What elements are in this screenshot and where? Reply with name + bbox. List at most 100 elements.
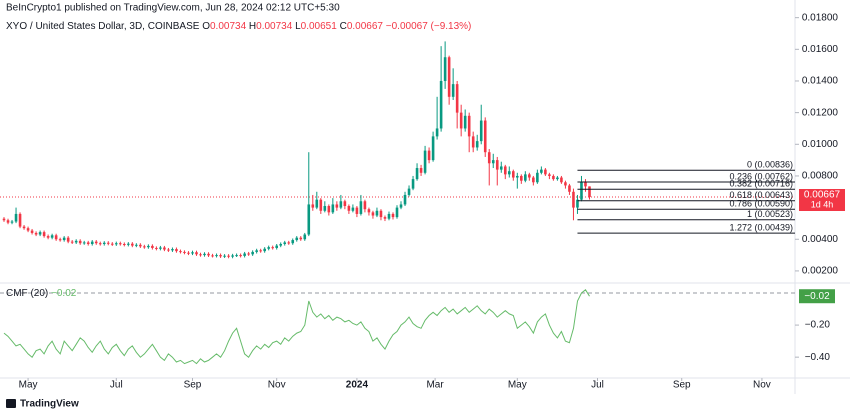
candle-body (207, 253, 210, 256)
candle-body (335, 204, 339, 208)
fib-label: 1 (0.00523) (747, 209, 793, 219)
candle-body (588, 186, 591, 198)
ohlc-value: 0.00651 (301, 21, 338, 32)
candle-body (419, 168, 423, 173)
candle-body (552, 175, 555, 180)
brand-logo: TradingView (6, 399, 79, 410)
candle-body (511, 171, 515, 178)
candle-body (219, 255, 222, 257)
candle-body (70, 241, 74, 243)
ohlc-value: 0.00734 (210, 21, 247, 32)
candle-body (391, 213, 395, 218)
candle-body (191, 252, 194, 254)
candle-body (580, 182, 583, 200)
candle-body (323, 206, 327, 211)
cmf-value-box (799, 289, 835, 304)
candle-body (211, 255, 214, 257)
last-price-box (799, 189, 845, 212)
candle-body (18, 213, 22, 227)
candle-body (556, 177, 559, 180)
candle-body (367, 209, 371, 213)
candle-body (10, 221, 14, 223)
candle-body (319, 199, 323, 211)
cmf-line (3, 289, 590, 365)
fib-label: 0.382 (0.00716) (729, 179, 793, 189)
candle-body (247, 253, 250, 255)
candle-body (355, 207, 359, 214)
candle-body (584, 182, 587, 187)
candle-body (495, 160, 499, 170)
candle-body (339, 201, 343, 208)
candle-body (163, 247, 166, 250)
fib-label: 1.272 (0.00439) (729, 222, 793, 232)
candle-body (403, 194, 407, 205)
candle-body (90, 241, 94, 245)
cmf-name: CMF (20) (6, 288, 48, 299)
candle-body (110, 243, 114, 245)
candle-body (259, 250, 262, 252)
candle-body (359, 201, 363, 214)
candle-body (62, 237, 66, 241)
candle-body (2, 218, 6, 221)
brand: TradingView (20, 399, 79, 410)
candle-body (267, 247, 270, 249)
fib-label: 0.786 (0.00590) (729, 199, 793, 209)
x-tick-label: Nov (753, 380, 771, 391)
change: −0.00067 (−9.13%) (386, 21, 472, 32)
candle-body (379, 210, 383, 218)
candle-body (299, 237, 303, 240)
candle-body (195, 252, 198, 255)
candle-body (548, 174, 551, 176)
candle-body (483, 120, 487, 153)
candle-body (54, 235, 58, 240)
candle-body (74, 240, 78, 243)
candle-body (568, 185, 571, 192)
candle-body (231, 255, 234, 257)
candle-body (311, 204, 315, 208)
candle-body (532, 177, 535, 183)
candle-body (343, 201, 347, 207)
ohlc-value: 0.00734 (256, 21, 293, 32)
candle-body (223, 255, 226, 257)
candle-body (399, 204, 403, 208)
x-tick-label: Mar (426, 380, 444, 391)
y-tick-label: 0.00200 (802, 266, 839, 277)
candle-body (78, 240, 82, 244)
candle-body (179, 251, 182, 253)
candle-body (58, 239, 62, 241)
candle-body (283, 242, 287, 245)
candle-body (383, 217, 387, 219)
candle-body (431, 136, 435, 161)
publisher: BeInCrypto1 published on TradingView.com… (6, 3, 340, 14)
candle-body (371, 212, 375, 216)
candle-body (455, 84, 459, 113)
countdown: 1d 4h (811, 199, 834, 209)
candle-body (503, 166, 507, 175)
candle-body (135, 244, 138, 246)
candle-body (459, 112, 463, 129)
candle-body (475, 141, 479, 148)
candle-body (251, 251, 254, 255)
y-tick-label: 0.01400 (802, 76, 839, 87)
candle-body (271, 247, 274, 249)
candle-body (467, 115, 471, 137)
candle-body (491, 160, 495, 164)
ohlc-key: C (340, 21, 347, 32)
candle-body (447, 57, 451, 97)
candle-body (6, 220, 10, 223)
candle-body (131, 243, 134, 246)
candle-body (171, 249, 174, 251)
candle-body (38, 232, 42, 235)
candle-body (183, 251, 186, 253)
candle-body (98, 243, 102, 245)
cmf-legend: CMF (20) −0.02 (6, 288, 77, 299)
candle-body (151, 245, 154, 248)
cmf-y-tick-label: −0.20 (805, 320, 831, 331)
y-tick-label: 0.01800 (802, 12, 839, 23)
candle-body (22, 226, 26, 229)
x-tick-label: May (19, 380, 38, 391)
candle-body (147, 245, 150, 248)
candle-body (564, 182, 567, 186)
y-tick-label: 0.01600 (802, 44, 839, 55)
candle-body (507, 171, 511, 175)
